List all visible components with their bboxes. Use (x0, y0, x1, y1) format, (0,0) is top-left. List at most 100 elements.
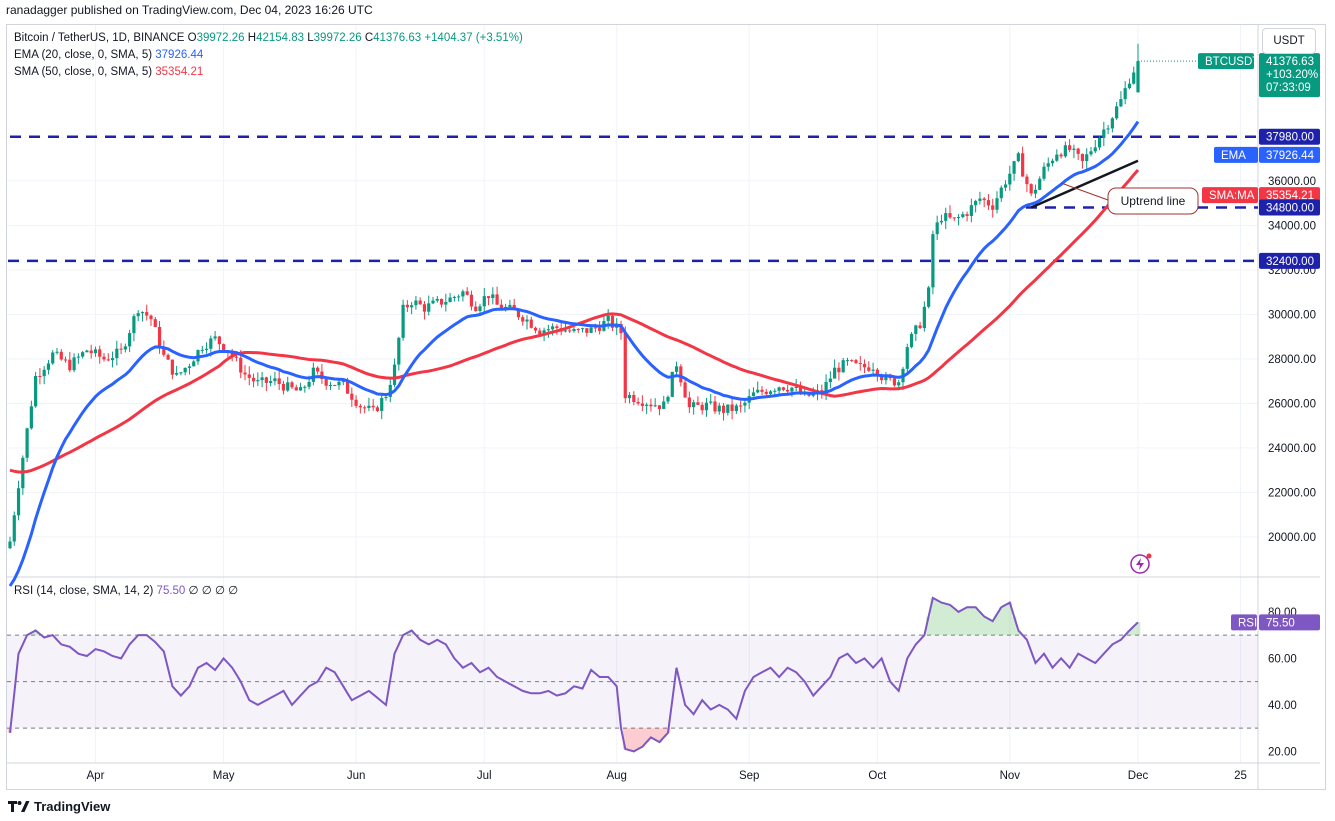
alert-icon-dot (1146, 553, 1152, 559)
candle-body (730, 404, 734, 412)
candle-body (51, 352, 55, 364)
candle-body (1089, 151, 1093, 155)
alert-icon-ring (1130, 554, 1150, 574)
candle-body (72, 357, 76, 371)
candle-body (653, 405, 657, 407)
last-price-tag: 41376.63+103.20%07:33:09 (1259, 53, 1320, 98)
candle-body (756, 389, 760, 393)
candle-body (42, 369, 46, 377)
candle-body (939, 220, 944, 223)
candle-body (683, 382, 687, 398)
candle (854, 359, 858, 364)
candle-body (461, 291, 465, 297)
candle-body (516, 310, 521, 318)
time-tick-label: Dec (1128, 770, 1149, 782)
time-tick-label: Nov (1000, 770, 1021, 782)
candle (179, 371, 183, 376)
footer-brand[interactable]: TradingView (8, 799, 110, 814)
rsi-value-tag: 75.50 (1259, 614, 1320, 631)
candle-body (589, 327, 593, 333)
candle (1132, 66, 1136, 85)
candle (850, 359, 854, 362)
candle (132, 313, 136, 342)
level-tag-2: 34800.00 (1259, 199, 1320, 216)
candle-body (303, 386, 307, 388)
candle-body (166, 354, 170, 360)
candle-body (884, 376, 888, 381)
candle (311, 362, 315, 386)
candle-body (63, 359, 68, 361)
candle-body (247, 374, 251, 378)
candle-body (239, 357, 243, 373)
currency-button[interactable]: USDT (1262, 28, 1316, 54)
candle (354, 395, 358, 409)
candle-body (717, 405, 721, 412)
candle (1063, 141, 1067, 158)
candle (251, 373, 256, 388)
candle-body (888, 376, 892, 379)
candle (123, 343, 127, 353)
candle (140, 311, 145, 322)
candle (837, 362, 841, 381)
candle (709, 393, 713, 405)
candle-body (798, 386, 803, 394)
candle-body (952, 217, 956, 219)
candle (495, 286, 499, 305)
candle (76, 353, 80, 364)
rsi-value-tag-text: 75.50 (1266, 617, 1295, 629)
candle-body (222, 344, 226, 351)
candle-body (256, 380, 260, 382)
candle-body (824, 382, 828, 394)
candle (392, 358, 397, 388)
candle-body (439, 298, 444, 305)
candle-body (192, 361, 196, 367)
candle (529, 316, 533, 329)
annotation-box (1107, 187, 1199, 215)
sma-legend[interactable]: SMA (50, close, 0, SMA, 5) 35354.21 (14, 65, 203, 80)
candle (1042, 162, 1046, 181)
candle-body (153, 319, 157, 328)
candle (303, 385, 307, 393)
candle (474, 301, 478, 312)
candle (1089, 146, 1093, 157)
ema-legend[interactable]: EMA (20, close, 0, SMA, 5) 37926.44 (14, 48, 203, 63)
candle-body (448, 297, 452, 302)
candle (363, 405, 367, 414)
candle (944, 207, 948, 230)
rsi-name-tag-text: RSI (1238, 617, 1257, 629)
candle (68, 351, 72, 373)
candle-body (845, 360, 850, 362)
candle-body (739, 405, 743, 407)
candle (439, 298, 444, 308)
alert-icon-bolt (1136, 558, 1144, 570)
candle-body (1115, 106, 1119, 119)
candle (375, 405, 380, 413)
candle-body (418, 300, 422, 305)
candle-body (98, 349, 102, 357)
sma-legend-value: 35354.21 (155, 66, 204, 78)
candle-body (8, 541, 12, 549)
candle-body (217, 336, 221, 345)
candle-body (568, 330, 572, 332)
candle (1119, 91, 1123, 108)
candle-body (773, 390, 777, 392)
candle-body (674, 366, 679, 372)
candle-body (85, 350, 89, 353)
candle (645, 402, 649, 414)
candle (149, 314, 153, 326)
candle (12, 511, 16, 546)
candle (927, 285, 931, 309)
candle-body (529, 319, 533, 328)
candle (683, 378, 687, 398)
candle-body (495, 294, 499, 305)
candle (431, 296, 435, 305)
symbol-legend: Bitcoin / TetherUS, 1D, BINANCE O39972.2… (14, 31, 523, 46)
candle-body (734, 405, 738, 412)
candle-body (1050, 160, 1055, 164)
candle-body (209, 338, 213, 349)
candle-body (794, 386, 798, 388)
candle-body (837, 367, 841, 373)
candle (1068, 139, 1072, 153)
rsi-legend[interactable]: RSI (14, close, SMA, 14, 2) 75.50 ∅ ∅ ∅ … (14, 584, 238, 599)
